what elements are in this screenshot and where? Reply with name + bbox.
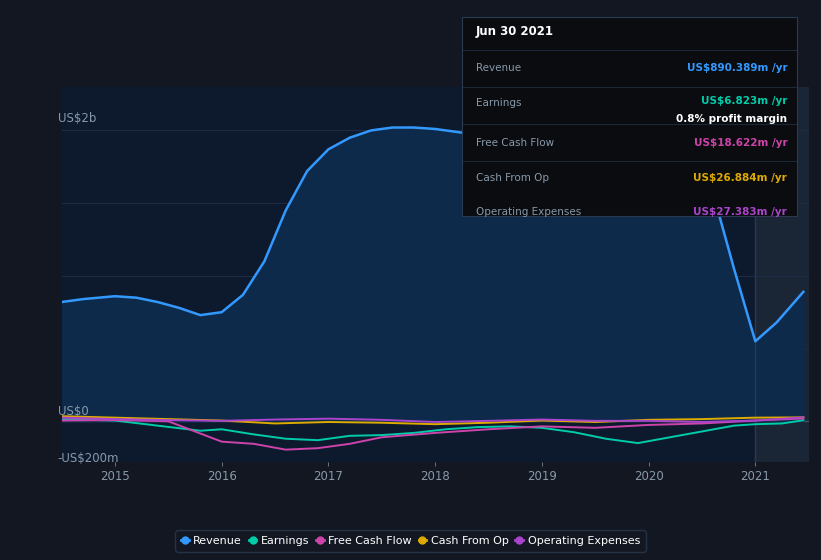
Text: Jun 30 2021: Jun 30 2021 [475, 25, 553, 38]
Text: US$26.884m /yr: US$26.884m /yr [694, 173, 787, 183]
Text: US$27.383m /yr: US$27.383m /yr [694, 207, 787, 217]
Text: US$2b: US$2b [57, 112, 96, 125]
Text: -US$200m: -US$200m [57, 452, 119, 465]
Text: Free Cash Flow: Free Cash Flow [475, 138, 553, 148]
Text: US$890.389m /yr: US$890.389m /yr [686, 63, 787, 73]
Text: Earnings: Earnings [475, 98, 521, 108]
Text: Operating Expenses: Operating Expenses [475, 207, 581, 217]
Text: Cash From Op: Cash From Op [475, 173, 548, 183]
Legend: Revenue, Earnings, Free Cash Flow, Cash From Op, Operating Expenses: Revenue, Earnings, Free Cash Flow, Cash … [176, 530, 645, 552]
Bar [755, 87, 819, 462]
Text: US$18.622m /yr: US$18.622m /yr [694, 138, 787, 148]
Text: Revenue: Revenue [475, 63, 521, 73]
Text: US$0: US$0 [57, 405, 89, 418]
Text: US$6.823m /yr: US$6.823m /yr [701, 96, 787, 106]
Text: 0.8% profit margin: 0.8% profit margin [677, 114, 787, 124]
